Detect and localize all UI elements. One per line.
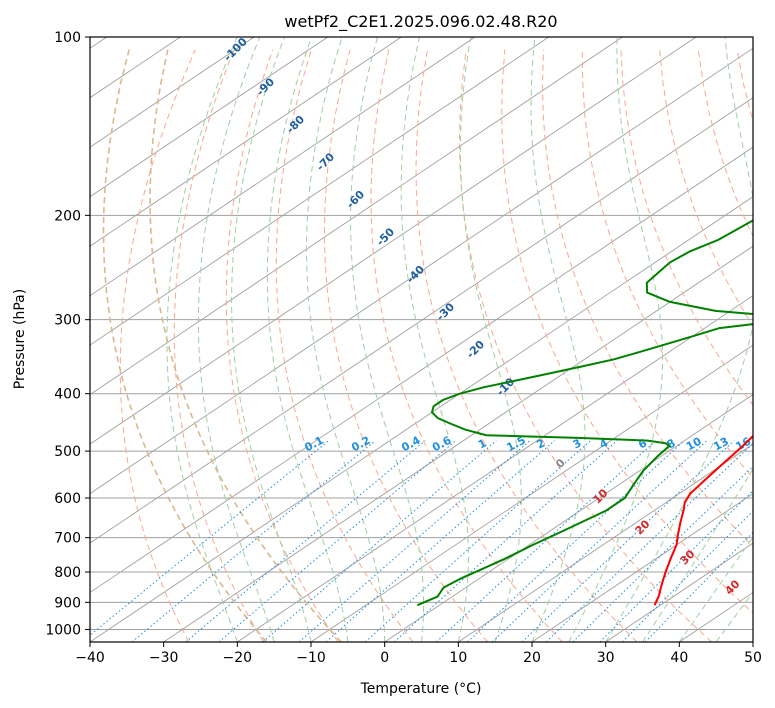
y-tick-label: 500 bbox=[54, 444, 81, 460]
x-tick-label: −10 bbox=[296, 650, 326, 666]
x-tick-label: −40 bbox=[75, 650, 105, 666]
chart-title: wetPf2_C2E1.2025.096.02.48.R20 bbox=[284, 12, 557, 32]
x-tick-label: 30 bbox=[597, 650, 615, 666]
y-tick-label: 1000 bbox=[45, 622, 81, 638]
y-tick-label: 100 bbox=[54, 30, 81, 46]
y-tick-label: 600 bbox=[54, 491, 81, 507]
x-tick-label: 40 bbox=[670, 650, 688, 666]
x-tick-label: 10 bbox=[449, 650, 467, 666]
x-tick-label: 20 bbox=[523, 650, 541, 666]
x-tick-label: 0 bbox=[380, 650, 389, 666]
x-tick-label: 50 bbox=[744, 650, 762, 666]
y-tick-label: 800 bbox=[54, 565, 81, 581]
x-tick-label: −30 bbox=[149, 650, 179, 666]
y-tick-label: 200 bbox=[54, 208, 81, 224]
y-tick-label: 700 bbox=[54, 531, 81, 547]
y-axis-label: Pressure (hPa) bbox=[12, 289, 28, 389]
x-axis-label: Temperature (°C) bbox=[360, 681, 482, 697]
y-tick-label: 400 bbox=[54, 387, 81, 403]
y-tick-label: 300 bbox=[54, 313, 81, 329]
y-tick-label: 900 bbox=[54, 595, 81, 611]
x-tick-label: −20 bbox=[223, 650, 253, 666]
